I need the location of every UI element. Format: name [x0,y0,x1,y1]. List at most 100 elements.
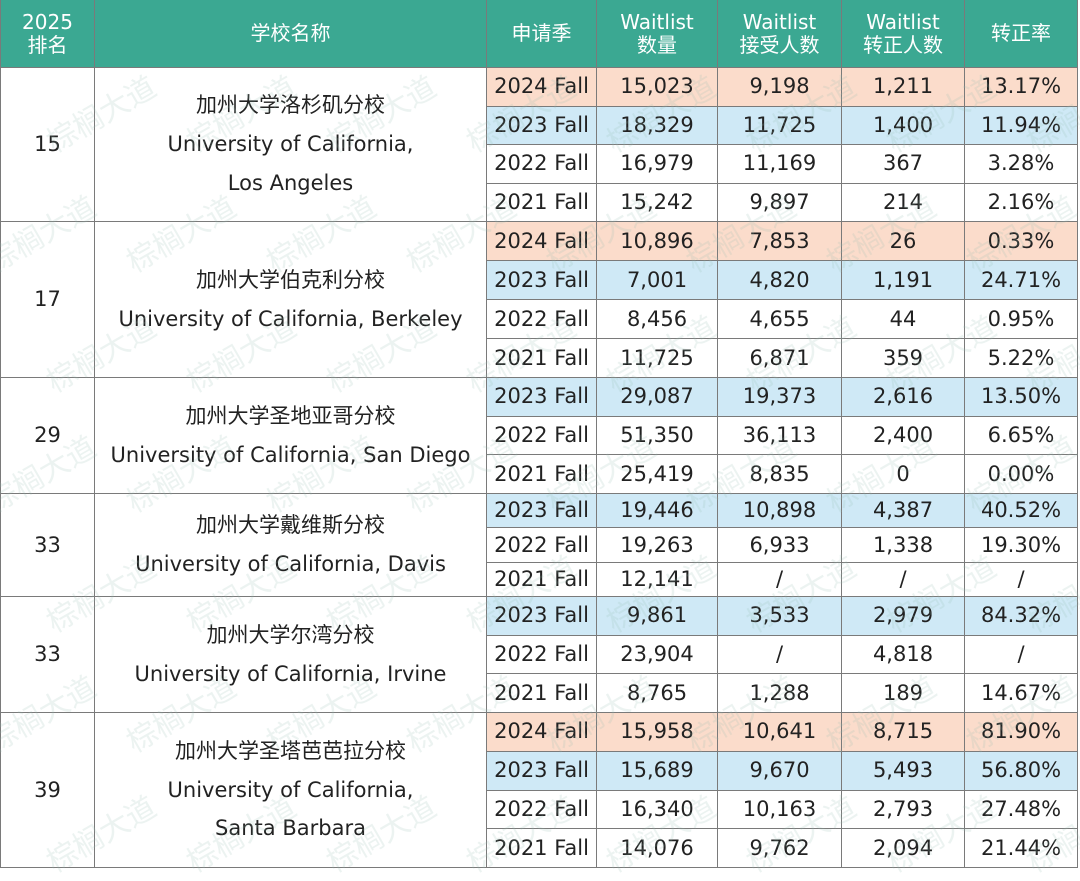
header-cell: 转正率 [965,0,1078,68]
rank-cell: 29 [0,378,95,494]
cell-text: 18,329 [620,112,694,137]
cell-text: / [899,566,907,591]
cell-text: 排名 [27,32,68,57]
cell-text: 4,655 [749,306,810,331]
cell-text: 15,689 [620,758,694,783]
cell-text: 1,211 [872,74,934,99]
cell-text: 3.28% [987,151,1055,176]
cell-text: 学校名称 [250,21,331,45]
rank-cell: 17 [0,222,95,378]
data-cell: 1,288 [718,674,842,713]
data-cell: 1,400 [842,106,965,145]
data-cell: 6,871 [718,339,842,378]
data-cell: 8,456 [597,300,718,339]
cell-text: 2023 Fall [494,498,589,523]
data-cell: 9,762 [718,829,842,868]
cell-text: 0 [896,461,910,486]
school-cell: 加州大学圣塔芭芭拉分校 University of California, Sant… [95,713,487,868]
cell-text: 27.48% [980,796,1062,821]
cell-text: 转正人数 [863,32,943,57]
data-cell: 7,853 [718,222,842,261]
school-cell: 加州大学洛杉矶分校 University of California, Los An… [95,68,487,222]
cell-text: 8,765 [626,680,688,705]
cell-text: 359 [882,345,924,370]
data-cell: 2022 Fall [487,528,597,563]
cell-text: University of California, Berkeley [118,306,463,331]
cell-text: 21.44% [980,835,1062,860]
data-cell: 2021 Fall [487,455,597,494]
cell-text: 214 [882,189,924,214]
cell-text: 10,898 [742,498,817,523]
cell-text: 15,023 [620,74,694,99]
cell-text: 加州大学伯克利分校 [196,267,385,292]
cell-text: 0.95% [987,306,1055,331]
data-cell: 2021 Fall [487,562,597,597]
cell-text: 19,446 [620,498,694,523]
data-cell: 2023 Fall [487,378,597,417]
cell-text: 2021 Fall [494,345,589,370]
cell-text: 2,793 [872,796,934,821]
cell-text: 29 [34,423,61,448]
data-cell: 3,533 [718,597,842,636]
cell-text: 15 [34,132,61,157]
cell-text: 1,191 [872,267,934,292]
cell-text: 2022 Fall [494,151,589,176]
cell-text: 8,835 [749,461,810,486]
data-cell: 24.71% [965,261,1078,300]
data-cell: 2021 Fall [487,829,597,868]
cell-text: / [775,642,784,667]
school-cell: 加州大学尔湾分校 University of California, Irvine [95,597,487,713]
cell-text: 1,288 [749,680,810,705]
data-cell: 3.28% [965,145,1078,184]
cell-text: 2024 Fall [494,228,589,253]
cell-text: 2022 Fall [494,796,589,821]
data-cell: 12,141 [597,562,718,597]
cell-text: Santa Barbara [215,816,366,841]
data-cell: 26 [842,222,965,261]
cell-text: 2022 Fall [494,532,589,557]
data-cell: 10,898 [718,494,842,529]
data-cell: 19,446 [597,494,718,529]
cell-text: 4,820 [749,267,810,292]
data-cell: 8,765 [597,674,718,713]
rank-cell: 33 [0,597,95,713]
data-cell: 214 [842,183,965,222]
cell-text: 转正率 [991,21,1051,45]
cell-text: 2021 Fall [494,835,589,860]
data-cell: 25,419 [597,455,718,494]
data-cell: 8,835 [718,455,842,494]
school-cell: 加州大学圣地亚哥分校 University of California, San … [95,378,487,494]
cell-text: 29,087 [620,384,694,409]
cell-text: 9,198 [749,74,810,99]
data-cell: 14,076 [597,829,718,868]
data-cell: 11,725 [718,106,842,145]
data-cell: 0 [842,455,965,494]
cell-text: 13.17% [980,74,1062,99]
data-cell: 4,655 [718,300,842,339]
data-cell: 2021 Fall [487,674,597,713]
data-cell: 1,211 [842,68,965,107]
cell-text: 2023 Fall [494,603,589,628]
cell-text: 17 [34,287,61,312]
data-cell: 36,113 [718,416,842,456]
cell-text: 14,076 [620,835,694,860]
cell-text: / [1017,566,1025,591]
data-cell: 2,400 [842,416,965,456]
cell-text: 2,979 [872,603,934,628]
data-cell: 5,493 [842,751,965,791]
data-cell: 0.33% [965,222,1078,261]
data-cell: 2,793 [842,790,965,830]
cell-text: 11,725 [742,112,817,137]
data-cell: 13.50% [965,378,1078,417]
cell-text: 2025 [22,9,73,34]
rank-cell: 15 [0,68,95,222]
cell-text: 2021 Fall [494,680,589,705]
cell-text: 2021 Fall [494,566,589,591]
cell-text: Waitlist [742,9,817,34]
cell-text: 11.94% [980,112,1062,137]
data-cell: / [965,562,1078,597]
cell-text: 14.67% [980,680,1062,705]
cell-text: 2021 Fall [494,461,589,486]
data-cell: 9,670 [718,751,842,791]
